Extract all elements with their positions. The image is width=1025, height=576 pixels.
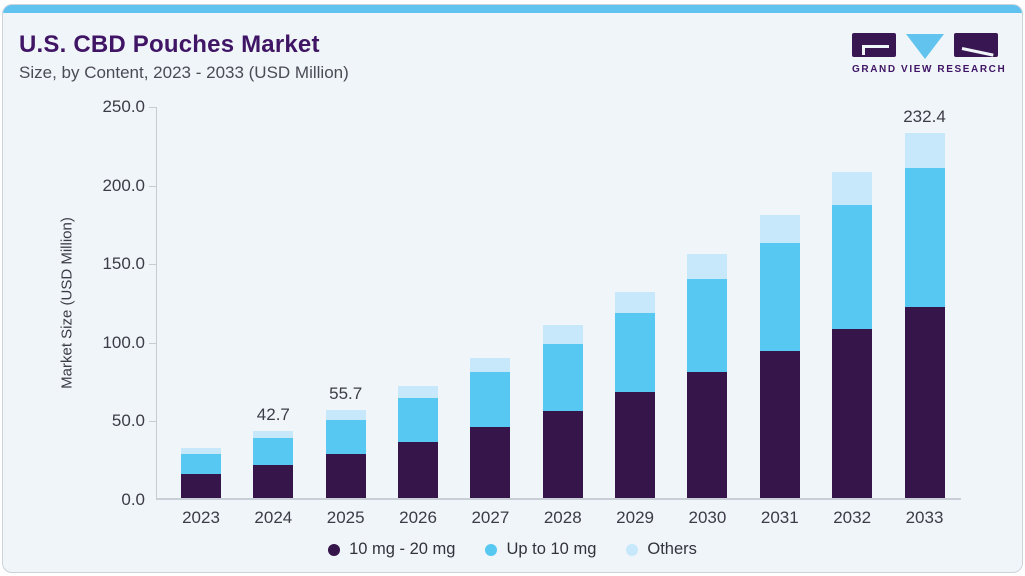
bar-segment-2033-others xyxy=(904,132,945,169)
bar-segment-2033-up-to-10-mg xyxy=(904,168,945,308)
y-tick-mark xyxy=(149,264,156,266)
legend-item-10-mg---20-mg: 10 mg - 20 mg xyxy=(328,540,455,559)
bar-segment-2028-10-mg---20-mg xyxy=(542,410,583,498)
x-tick-label: 2024 xyxy=(254,508,293,527)
x-tick-label: 2030 xyxy=(688,508,727,527)
bar-segment-2026-10-mg---20-mg xyxy=(398,442,439,498)
gvr-logo-text: GRAND VIEW RESEARCH xyxy=(852,64,1007,75)
y-tick-mark xyxy=(149,342,156,344)
bar-segment-2028-up-to-10-mg xyxy=(542,343,583,411)
stacked-bar-2024 xyxy=(253,430,294,498)
bar-segment-2023-others xyxy=(181,448,221,454)
bar-segment-2031-others xyxy=(759,214,800,244)
y-tick-mark xyxy=(149,185,156,187)
legend-dot-icon xyxy=(485,543,498,556)
bar-segment-2029-up-to-10-mg xyxy=(615,312,656,393)
stacked-bar-2030 xyxy=(687,253,728,498)
y-tick-label: 0.0 xyxy=(121,490,145,509)
chart-card: U.S. CBD Pouches Market Size, by Content… xyxy=(2,4,1023,573)
bar-segment-2029-10-mg---20-mg xyxy=(615,392,656,498)
gvr-logo: GRAND VIEW RESEARCH xyxy=(852,33,1007,75)
y-axis-title: Market Size (USD Million) xyxy=(58,217,76,389)
stacked-bar-2025 xyxy=(325,410,366,498)
bar-segment-2026-up-to-10-mg xyxy=(398,397,439,443)
stacked-bar-2029 xyxy=(615,292,656,498)
x-tick-label: 2026 xyxy=(399,508,437,527)
bar-segment-2027-10-mg---20-mg xyxy=(470,426,511,498)
x-tick-label: 2027 xyxy=(471,508,510,527)
logo-r-icon xyxy=(954,33,998,57)
stacked-bar-2026 xyxy=(398,385,439,498)
x-tick-label: 2033 xyxy=(905,508,944,527)
legend-label: Others xyxy=(647,540,697,558)
legend-dot-icon xyxy=(328,543,341,556)
y-tick-label: 100.0 xyxy=(102,332,145,352)
logo-g-icon xyxy=(852,33,896,57)
bar-segment-2030-others xyxy=(687,253,728,280)
bar-segment-2027-up-to-10-mg xyxy=(470,372,511,427)
bar-segment-2023-up-to-10-mg xyxy=(181,453,221,474)
bar-segment-2032-others xyxy=(832,171,873,205)
bar-segment-2026-others xyxy=(398,385,439,398)
bar-segment-2023-10-mg---20-mg xyxy=(181,473,221,498)
x-tick-label: 2023 xyxy=(182,508,220,527)
y-tick-label: 150.0 xyxy=(102,254,145,274)
x-tick-label: 2029 xyxy=(616,508,655,527)
chart-subtitle: Size, by Content, 2023 - 2033 (USD Milli… xyxy=(19,63,349,82)
bar-segment-2029-others xyxy=(615,292,656,313)
logo-v-triangle-icon xyxy=(906,34,944,59)
y-tick-label: 50.0 xyxy=(111,411,145,431)
bar-segment-2031-10-mg---20-mg xyxy=(759,351,800,498)
bar-segment-2025-up-to-10-mg xyxy=(325,419,366,454)
stacked-bar-2027 xyxy=(470,357,511,498)
bar-segment-2033-10-mg---20-mg xyxy=(904,307,945,498)
x-tick-label: 2032 xyxy=(833,508,872,527)
y-tick-mark xyxy=(149,107,156,108)
stacked-bar-2033 xyxy=(904,132,945,498)
chart-legend: 10 mg - 20 mg Up to 10 mg Others xyxy=(3,540,1022,559)
legend-label: Up to 10 mg xyxy=(506,540,597,558)
bar-segment-2024-10-mg---20-mg xyxy=(253,464,294,498)
stacked-bar-2023 xyxy=(181,448,221,498)
bar-segment-2032-up-to-10-mg xyxy=(832,204,873,330)
legend-item-others: Others xyxy=(626,540,697,559)
x-tick-label: 2031 xyxy=(760,508,799,527)
stacked-bar-2032 xyxy=(832,171,873,498)
accent-top-strip xyxy=(3,5,1022,13)
chart-title: U.S. CBD Pouches Market xyxy=(19,31,320,58)
bar-segment-2031-up-to-10-mg xyxy=(759,243,800,352)
y-tick-label: 200.0 xyxy=(102,175,145,195)
chart-header: U.S. CBD Pouches Market Size, by Content… xyxy=(19,31,349,83)
bar-segment-2032-10-mg---20-mg xyxy=(832,329,873,498)
gvr-logo-marks xyxy=(852,33,998,59)
stacked-bar-2028 xyxy=(542,325,583,498)
y-tick-label: 250.0 xyxy=(102,97,145,116)
bar-value-label: 232.4 xyxy=(903,106,946,126)
bar-segment-2028-others xyxy=(542,325,583,344)
stacked-bar-2031 xyxy=(759,214,800,498)
bar-value-label: 42.7 xyxy=(256,404,290,424)
chart-region: Market Size (USD Million) 0.0 50.0 100.0 15… xyxy=(3,95,1022,572)
legend-item-up-to-10-mg: Up to 10 mg xyxy=(485,540,596,559)
legend-label: 10 mg - 20 mg xyxy=(349,540,456,558)
legend-dot-icon xyxy=(626,543,639,556)
bar-segment-2030-10-mg---20-mg xyxy=(687,372,728,498)
bar-segment-2027-others xyxy=(470,357,511,373)
x-tick-label: 2025 xyxy=(326,508,365,527)
y-tick-mark xyxy=(149,421,156,423)
plot-area: 0.0 50.0 100.0 150.0 200.0 250.0 2023 42.7 2024 5… xyxy=(102,97,961,527)
bar-segment-2024-others xyxy=(253,430,294,439)
bar-segment-2024-up-to-10-mg xyxy=(253,438,294,465)
bar-segment-2025-others xyxy=(325,410,366,420)
bar-segment-2025-10-mg---20-mg xyxy=(325,453,366,498)
bar-segment-2030-up-to-10-mg xyxy=(687,279,728,373)
bar-value-label: 55.7 xyxy=(329,384,363,404)
x-tick-label: 2028 xyxy=(543,508,582,527)
